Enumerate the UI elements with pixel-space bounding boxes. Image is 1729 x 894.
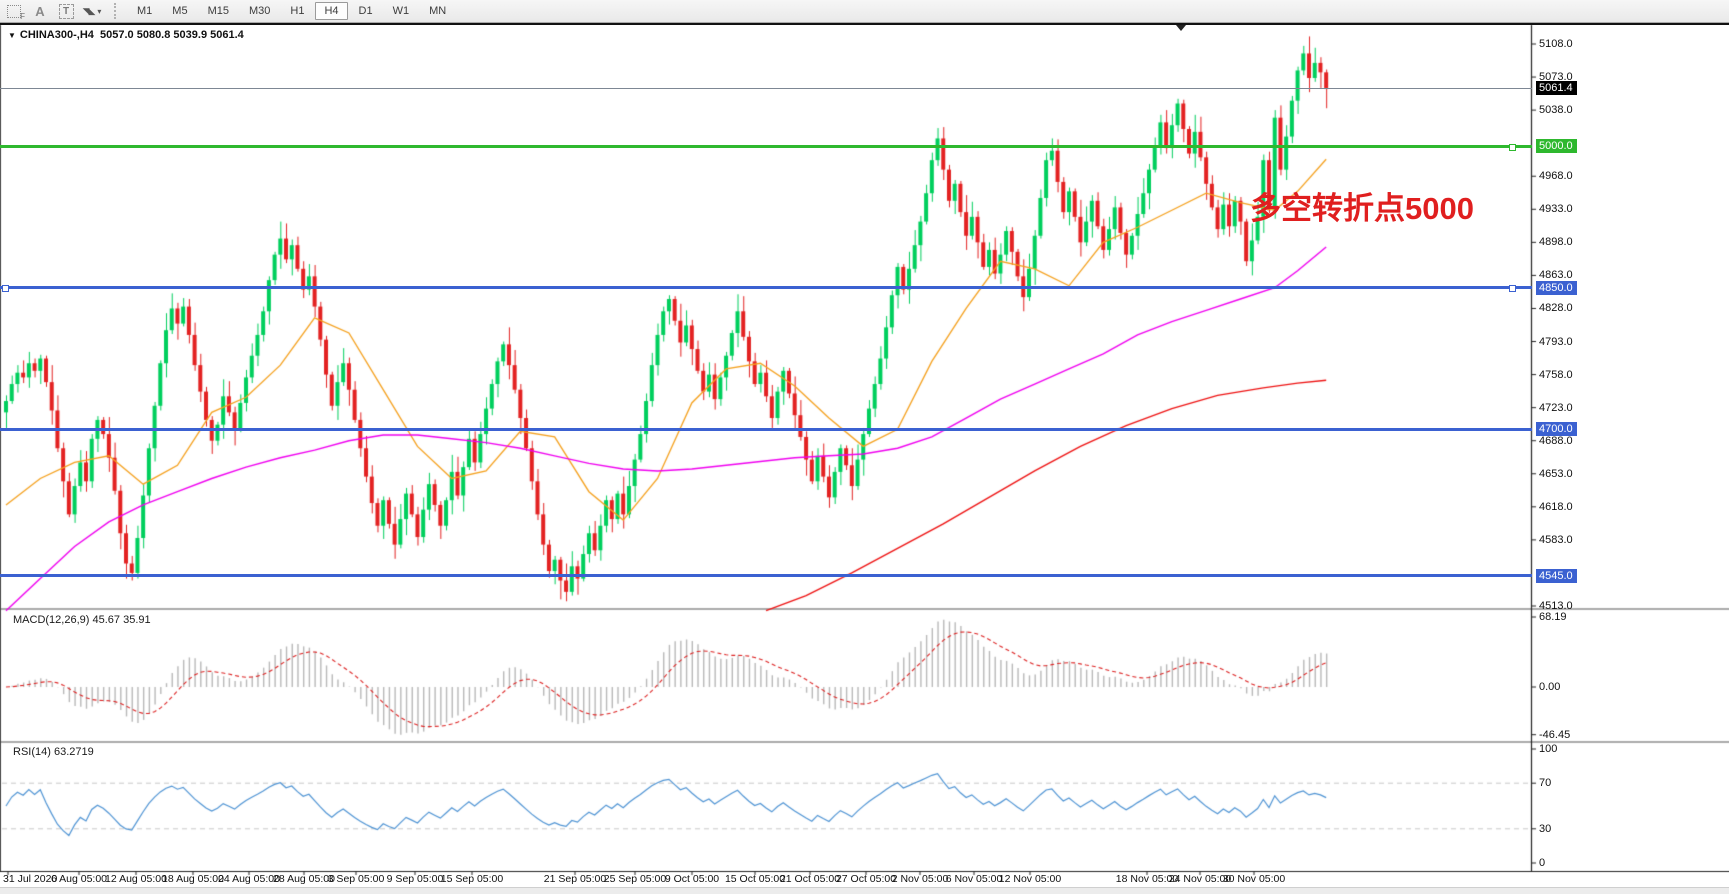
rsi-axis-label: 100 (1539, 743, 1558, 755)
chart-shift-marker-icon (1176, 25, 1186, 31)
date-axis-label: 21 Oct 05:00 (779, 873, 841, 885)
rsi-axis-label: 0 (1539, 857, 1546, 869)
timeframe-button-MN[interactable]: MN (429, 5, 447, 17)
date-axis-label: 15 Sep 05:00 (440, 873, 504, 885)
date-axis-label: 18 Aug 05:00 (162, 873, 224, 885)
price-axis-label: 4758.0 (1539, 368, 1573, 381)
price-axis-label: 5108.0 (1539, 38, 1573, 50)
date-axis-label: 9 Sep 05:00 (386, 873, 444, 885)
current-price-badge: 5061.4 (1536, 81, 1577, 95)
window-bottom-strip (0, 887, 1729, 894)
price-axis-label: 4653.0 (1539, 467, 1573, 480)
hline-4545.0[interactable] (0, 574, 1532, 578)
price-badge-4700.0: 4700.0 (1536, 422, 1577, 437)
rsi-axis-label: 30 (1539, 822, 1552, 835)
date-axis-label: 28 Aug 05:00 (273, 873, 335, 885)
timeframe-button-H4[interactable]: H4 (315, 2, 348, 20)
date-axis-label: 6 Nov 05:00 (945, 873, 1003, 885)
text-label-icon[interactable]: T (54, 2, 78, 20)
price-axis-label: 4968.0 (1539, 170, 1573, 183)
date-axis-label: 12 Nov 05:00 (998, 873, 1062, 885)
price-badge-4850.0: 4850.0 (1536, 280, 1577, 295)
timeframe-button-M15[interactable]: M15 (207, 5, 229, 17)
timeframe-button-M5[interactable]: M5 (172, 5, 188, 17)
macd-axis-label: 0.00 (1539, 681, 1561, 693)
price-axis-label: 5073.0 (1539, 71, 1573, 84)
date-axis-label: 31 Jul 2020 (3, 873, 58, 885)
date-axis-label: 25 Sep 05:00 (603, 873, 667, 885)
arrows-tool-icon[interactable]: ◥◣ ▾ (82, 5, 102, 16)
price-badge-4545.0: 4545.0 (1536, 568, 1577, 583)
text-annotation[interactable]: 多空转折点5000 (1250, 191, 1474, 226)
toolbar: F A T ◥◣ ▾ M1 M5 M15 M30 H1 H4 D1 W1 MN (0, 0, 1729, 23)
date-axis-label: 27 Oct 05:00 (835, 873, 897, 885)
symbol-name: CHINA300-,H4 (19, 29, 94, 41)
symbol-ohlc: 5057.0 5080.8 5039.9 5061.4 (100, 29, 244, 41)
hline-5000.0[interactable] (0, 143, 1532, 151)
fibonacci-grid-icon[interactable]: F (2, 2, 26, 21)
date-axis-label: 24 Aug 05:00 (218, 873, 280, 885)
price-axis-label: 4618.0 (1539, 500, 1573, 513)
price-axis-label: 5038.0 (1539, 104, 1573, 117)
hline-handle-right[interactable] (1509, 143, 1516, 151)
date-axis-label: 18 Nov 05:00 (1115, 873, 1179, 885)
date-axis-label: 21 Sep 05:00 (543, 873, 607, 885)
timeframe-button-M1[interactable]: M1 (137, 5, 153, 17)
price-axis-label: 4688.0 (1539, 434, 1573, 447)
macd-axis-label: -46.45 (1539, 728, 1571, 741)
price-axis-label: 4583.0 (1539, 533, 1573, 546)
hline-handle-left[interactable] (2, 285, 9, 293)
hline-4700.0[interactable] (0, 427, 1532, 431)
hline-handle-right[interactable] (1509, 285, 1516, 293)
date-axis-label: 2 Nov 05:00 (891, 873, 949, 885)
symbol-header[interactable]: ▼ CHINA300-,H4 5057.0 5080.8 5039.9 5061.… (8, 29, 244, 41)
rsi-indicator-label: RSI(14) 63.2719 (13, 746, 94, 758)
timeframe-button-M30[interactable]: M30 (248, 5, 271, 17)
chart-frame-top (0, 23, 1729, 25)
date-axis-label: 15 Oct 05:00 (724, 873, 786, 885)
price-axis-label: 4898.0 (1539, 236, 1573, 249)
price-axis-label: 4933.0 (1539, 203, 1573, 216)
text-icon[interactable]: A (35, 3, 45, 19)
price-badge-5000.0: 5000.0 (1536, 139, 1577, 153)
date-axis-label: 6 Aug 05:00 (50, 873, 108, 885)
macd-axis-label: 68.19 (1539, 611, 1567, 623)
rsi-axis-label: 70 (1539, 777, 1552, 790)
macd-indicator-label: MACD(12,26,9) 45.67 35.91 (13, 614, 151, 626)
price-axis-label: 4723.0 (1539, 401, 1573, 414)
date-axis-label: 12 Aug 05:00 (105, 873, 167, 885)
timeframe-button-D1[interactable]: D1 (358, 5, 373, 17)
current-price-line (0, 88, 1532, 89)
toolbar-gripper[interactable] (114, 3, 121, 19)
date-axis-label: 24 Nov 05:00 (1168, 873, 1232, 885)
date-axis-label: 30 Nov 05:00 (1222, 873, 1286, 885)
date-axis-label: 3 Sep 05:00 (327, 873, 385, 885)
hline-4850.0[interactable] (0, 285, 1532, 293)
price-axis-label: 4828.0 (1539, 302, 1573, 315)
symbol-dropdown-icon[interactable]: ▼ (8, 31, 16, 40)
price-axis-label: 4793.0 (1539, 335, 1573, 348)
timeframe-button-H1[interactable]: H1 (290, 5, 305, 17)
price-axis-label: 4513.0 (1539, 600, 1573, 612)
price-axis-label: 4863.0 (1539, 269, 1573, 282)
timeframe-button-W1[interactable]: W1 (392, 5, 410, 17)
date-axis-label: 9 Oct 05:00 (664, 873, 720, 885)
